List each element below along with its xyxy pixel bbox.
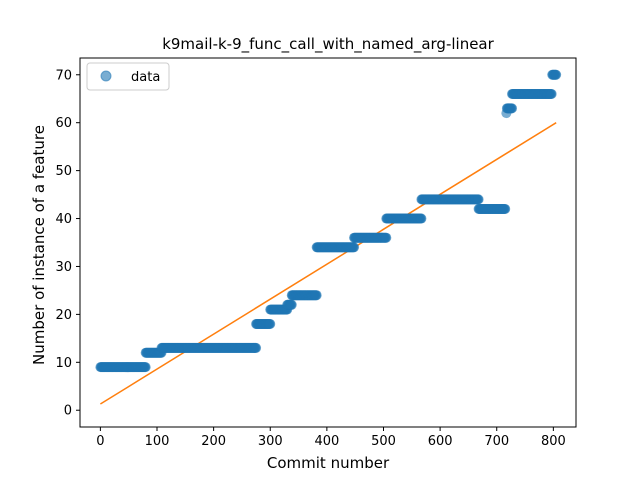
x-tick-label: 600 <box>428 434 453 449</box>
fit-line <box>99 122 557 405</box>
x-tick-label: 300 <box>258 434 283 449</box>
data-point <box>349 242 360 253</box>
data-point <box>265 318 276 329</box>
data-point <box>251 342 262 353</box>
x-tick-label: 200 <box>201 434 226 449</box>
y-tick-label: 60 <box>55 116 72 131</box>
data-point <box>286 299 297 310</box>
y-tick-label: 0 <box>64 404 72 419</box>
fit-layer <box>99 122 557 405</box>
data-point <box>546 88 557 99</box>
data-point <box>416 213 427 224</box>
legend-marker-data <box>100 70 112 82</box>
y-tick-label: 20 <box>55 308 72 323</box>
y-tick-label: 40 <box>55 212 72 227</box>
x-tick-label: 400 <box>314 434 339 449</box>
data-point <box>473 194 484 205</box>
y-tick-label: 70 <box>55 68 72 83</box>
x-tick-label: 800 <box>541 434 566 449</box>
y-tick-label: 50 <box>55 164 72 179</box>
x-tick-label: 0 <box>96 434 104 449</box>
legend: data <box>86 62 170 91</box>
legend-label-data: data <box>131 70 160 85</box>
data-point <box>551 69 562 80</box>
data-point <box>500 203 511 214</box>
y-tick-label: 10 <box>55 356 72 371</box>
x-axis-label: Commit number <box>267 454 390 472</box>
x-tick-label: 700 <box>484 434 509 449</box>
chart-title: k9mail-k-9_func_call_with_named_arg-line… <box>162 35 494 54</box>
x-tick-label: 500 <box>371 434 396 449</box>
y-axis-label: Number of instance of a feature <box>30 125 48 365</box>
x-tick-label: 100 <box>145 434 170 449</box>
data-point <box>311 290 322 301</box>
data-point <box>381 232 392 243</box>
plot-frame <box>79 57 577 428</box>
data-point <box>140 362 151 373</box>
points-layer <box>95 69 562 373</box>
legend-frame <box>86 62 170 91</box>
y-tick-label: 30 <box>55 260 72 275</box>
data-point <box>507 103 518 114</box>
axes-layer: 0 100 200 300 400 500 600 700 800 0 10 20 30 40 50 60 70 <box>55 57 577 449</box>
